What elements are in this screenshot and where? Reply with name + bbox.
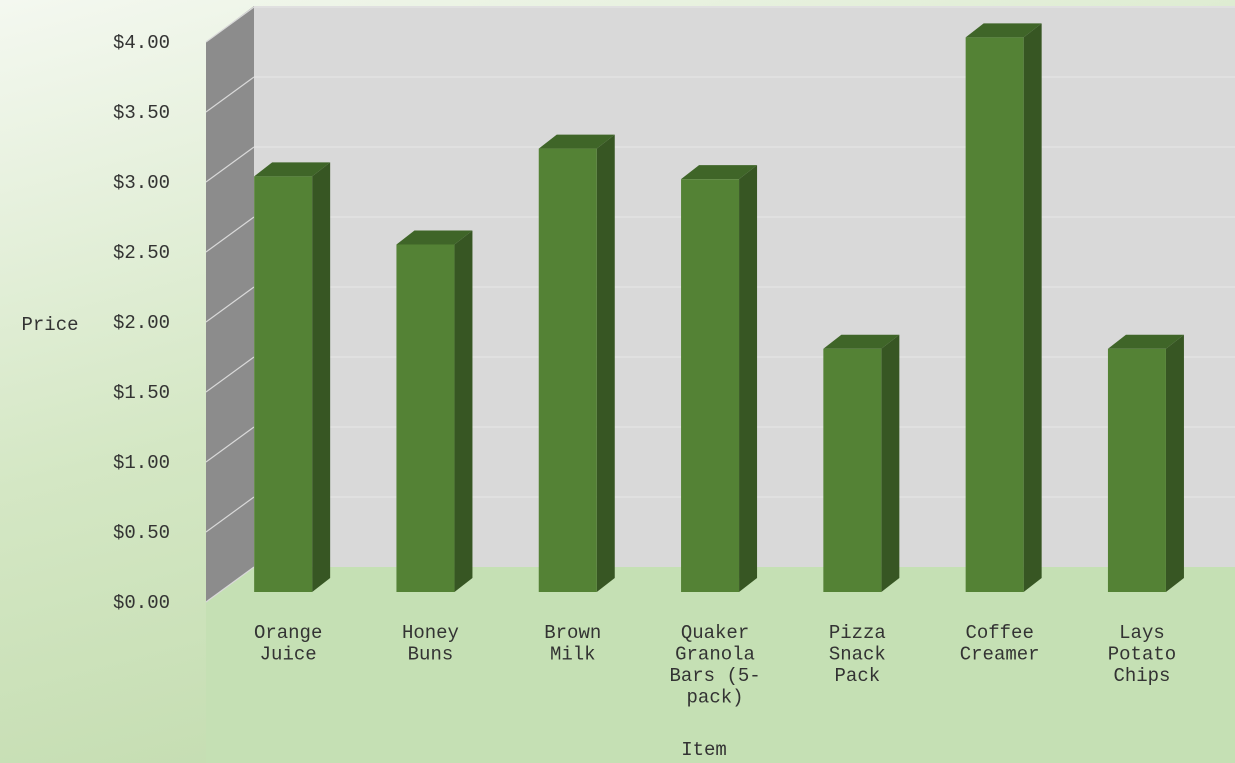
x-tick-label: Orange Juice: [254, 622, 322, 666]
side-gridline: [205, 426, 255, 463]
y-tick-label: $0.50: [113, 522, 170, 544]
side-gridline: [205, 566, 255, 603]
bar-side: [739, 165, 758, 593]
side-gridline: [205, 6, 255, 43]
side-gridline: [205, 356, 255, 393]
bar-front: [823, 348, 882, 592]
side-gridline: [205, 76, 255, 113]
floor: [206, 567, 1235, 763]
x-tick-label: Pizza Snack Pack: [829, 622, 886, 687]
bar: [538, 134, 615, 592]
bar-top: [965, 23, 1042, 38]
y-tick-label: $0.00: [113, 592, 170, 614]
bar-front: [965, 37, 1024, 592]
bar-side: [881, 334, 900, 592]
bar-top: [254, 162, 331, 177]
y-tick-label: $1.00: [113, 452, 170, 474]
side-gridline: [205, 146, 255, 183]
bar: [823, 334, 900, 592]
side-gridline: [205, 216, 255, 253]
bar-front: [396, 244, 455, 592]
side-gridline: [205, 496, 255, 533]
bar: [965, 23, 1042, 592]
bar-top: [396, 230, 473, 245]
bar-side: [1165, 334, 1184, 592]
side-gridline: [205, 286, 255, 323]
bar: [1107, 334, 1184, 592]
bar-side: [596, 134, 615, 592]
bar: [681, 165, 758, 593]
bar-front: [538, 148, 597, 592]
bars: [254, 23, 1184, 593]
x-tick-label: Coffee Creamer: [960, 622, 1040, 666]
bar: [396, 230, 473, 592]
bar-front: [681, 179, 740, 593]
x-tick-label: Honey Buns: [402, 622, 459, 666]
bar: [254, 162, 331, 592]
x-tick-label: Lays Potato Chips: [1108, 622, 1176, 687]
y-tick-label: $1.50: [113, 382, 170, 404]
bar-top: [538, 134, 615, 149]
bar-side: [312, 162, 331, 592]
bar-top: [1107, 334, 1184, 349]
y-axis-title: Price: [21, 314, 78, 336]
bar-side: [454, 230, 473, 592]
y-tick-label: $4.00: [113, 32, 170, 54]
x-tick-label: Brown Milk: [544, 622, 601, 666]
x-axis-title: Item: [681, 739, 727, 761]
y-tick-label: $3.50: [113, 102, 170, 124]
bar-top: [823, 334, 900, 349]
y-axis-tick-labels: $0.00 $0.50 $1.00 $1.50 $2.00 $2.50 $3.00 $3.50…: [113, 32, 170, 614]
bar-front: [254, 176, 313, 592]
bar-top: [681, 165, 758, 180]
y-tick-label: $3.00: [113, 172, 170, 194]
bar-side: [1023, 23, 1042, 592]
bar-front: [1107, 348, 1166, 592]
x-tick-label: Quaker Granola Bars (5-pack): [669, 622, 760, 709]
y-tick-label: $2.50: [113, 242, 170, 264]
y-tick-label: $2.00: [113, 312, 170, 334]
x-axis-tick-labels: Orange Juice Honey Buns Brown Milk Quaker Grano…: [254, 622, 1176, 709]
